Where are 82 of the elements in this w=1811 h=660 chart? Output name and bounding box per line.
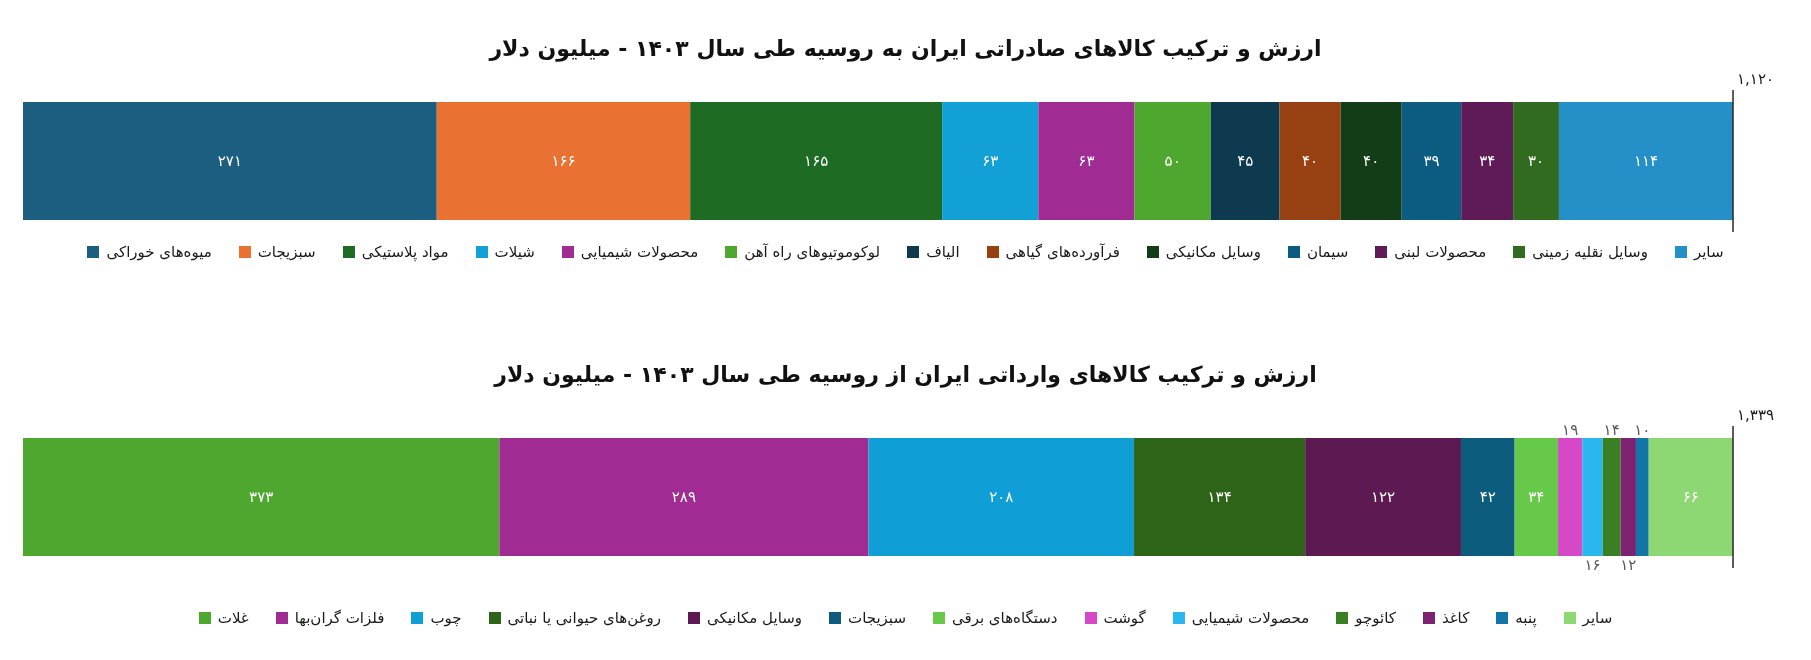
legend-label: فلزات گران‌بها <box>294 608 385 629</box>
legend-label: سایر <box>1582 608 1613 629</box>
data-label: ۱۲ <box>1620 556 1637 574</box>
legend-label: سیمان <box>1306 242 1349 263</box>
bar <box>690 102 943 220</box>
data-label: ۶۶ <box>1682 488 1699 506</box>
bar <box>1279 102 1341 220</box>
bar <box>499 438 869 556</box>
bar <box>1461 102 1514 220</box>
legend-label: لوکوموتیوهای راه آهن <box>744 242 881 263</box>
bar <box>1134 102 1211 220</box>
legend-label: دستگاه‌های برقی <box>951 608 1058 629</box>
bar <box>1514 438 1559 556</box>
ref-line-label: ۱,۳۳۹ <box>1737 406 1774 424</box>
data-label: ۱۶۶ <box>551 152 576 170</box>
legend-label: مواد پلاستیکی <box>361 242 449 264</box>
legend-label: محصولات شیمیایی <box>1191 608 1310 629</box>
bar <box>1460 438 1515 556</box>
data-label: ۱۰ <box>1634 421 1651 439</box>
data-label: ۱۲۲ <box>1371 488 1396 506</box>
data-label: ۲۸۹ <box>671 488 696 506</box>
data-label: ۱۱۴ <box>1633 152 1659 170</box>
data-label: ۳۰ <box>1527 152 1545 170</box>
legend-label: وسایل نقلیه زمینی <box>1532 242 1648 263</box>
bar <box>868 438 1135 556</box>
bar <box>23 102 437 220</box>
data-label: ۵۰ <box>1164 152 1181 170</box>
bar <box>1558 438 1583 556</box>
bar <box>1210 102 1280 220</box>
legend-label: سبزیجات <box>257 242 316 263</box>
bar <box>1513 102 1559 220</box>
bar <box>942 102 1039 220</box>
legend-label: غلات <box>217 608 249 629</box>
bar <box>1401 102 1462 220</box>
data-label: ۳۴ <box>1528 488 1545 506</box>
bar <box>1635 438 1649 556</box>
data-label: ۴۰ <box>1302 152 1319 170</box>
legend-label: وسایل مکانیکی <box>1165 242 1261 263</box>
legend-label: وسایل مکانیکی <box>706 608 803 629</box>
data-label: ۱۶۵ <box>804 152 829 170</box>
bar <box>23 438 500 556</box>
legend-label: چوب <box>430 608 462 629</box>
legend-label: الیاف <box>926 242 960 263</box>
legend-label: سبزیجات <box>848 608 906 629</box>
bar <box>1340 102 1402 220</box>
legend-label: کائوچو <box>1355 608 1396 629</box>
legend-label: روغن‌های حیوانی یا نباتی <box>507 608 661 629</box>
bar <box>1134 438 1306 556</box>
bar <box>436 102 691 220</box>
data-label: ۲۰۸ <box>989 488 1014 506</box>
legend-label: سایر <box>1693 242 1724 263</box>
data-label: ۱۳۴ <box>1207 488 1232 506</box>
data-label: ۴۲ <box>1479 488 1496 506</box>
bar <box>1558 102 1733 220</box>
chart-title: ارزش و ترکیب کالاهای صادراتی ایران به روسیه طی سال ۱۴۰۳ - میلیون دلار <box>489 36 1322 61</box>
data-label: ۶۳ <box>982 152 999 170</box>
bar <box>1648 438 1733 556</box>
data-label: ۴۵ <box>1237 152 1254 170</box>
legend-label: شیلات <box>494 242 535 263</box>
legend-label: گوشت <box>1103 608 1146 629</box>
data-label: ۱۹ <box>1562 421 1579 439</box>
ref-line-label: ۱,۱۲۰ <box>1737 70 1774 88</box>
chart-title: ارزش و ترکیب کالاهای وارداتی ایران از روسیه طی سال ۱۴۰۳ - میلیون دلار <box>494 362 1317 387</box>
data-label: ۶۳ <box>1078 152 1095 170</box>
bar <box>1620 438 1636 556</box>
data-label: ۱۶ <box>1584 556 1601 574</box>
bar <box>1038 102 1135 220</box>
legend-label: محصولات شیمیایی <box>580 242 699 263</box>
data-label: ۳۴ <box>1479 152 1496 170</box>
bar <box>1305 438 1461 556</box>
bar <box>1602 438 1621 556</box>
bar <box>1582 438 1603 556</box>
legend-label: پنبه <box>1515 608 1537 630</box>
data-label: ۳۹ <box>1423 152 1440 170</box>
data-label: ۴۰ <box>1363 152 1380 170</box>
legend-label: میوه‌های خوراکی <box>106 242 212 263</box>
legend-label: محصولات لبنی <box>1394 242 1487 263</box>
data-label: ۳۷۳ <box>249 488 274 506</box>
legend-label: کاغذ <box>1441 608 1470 629</box>
legend-label: فرآورده‌های گیاهی <box>1005 242 1120 263</box>
data-label: ۱۴ <box>1603 421 1620 439</box>
data-label: ۲۷۱ <box>217 152 242 170</box>
